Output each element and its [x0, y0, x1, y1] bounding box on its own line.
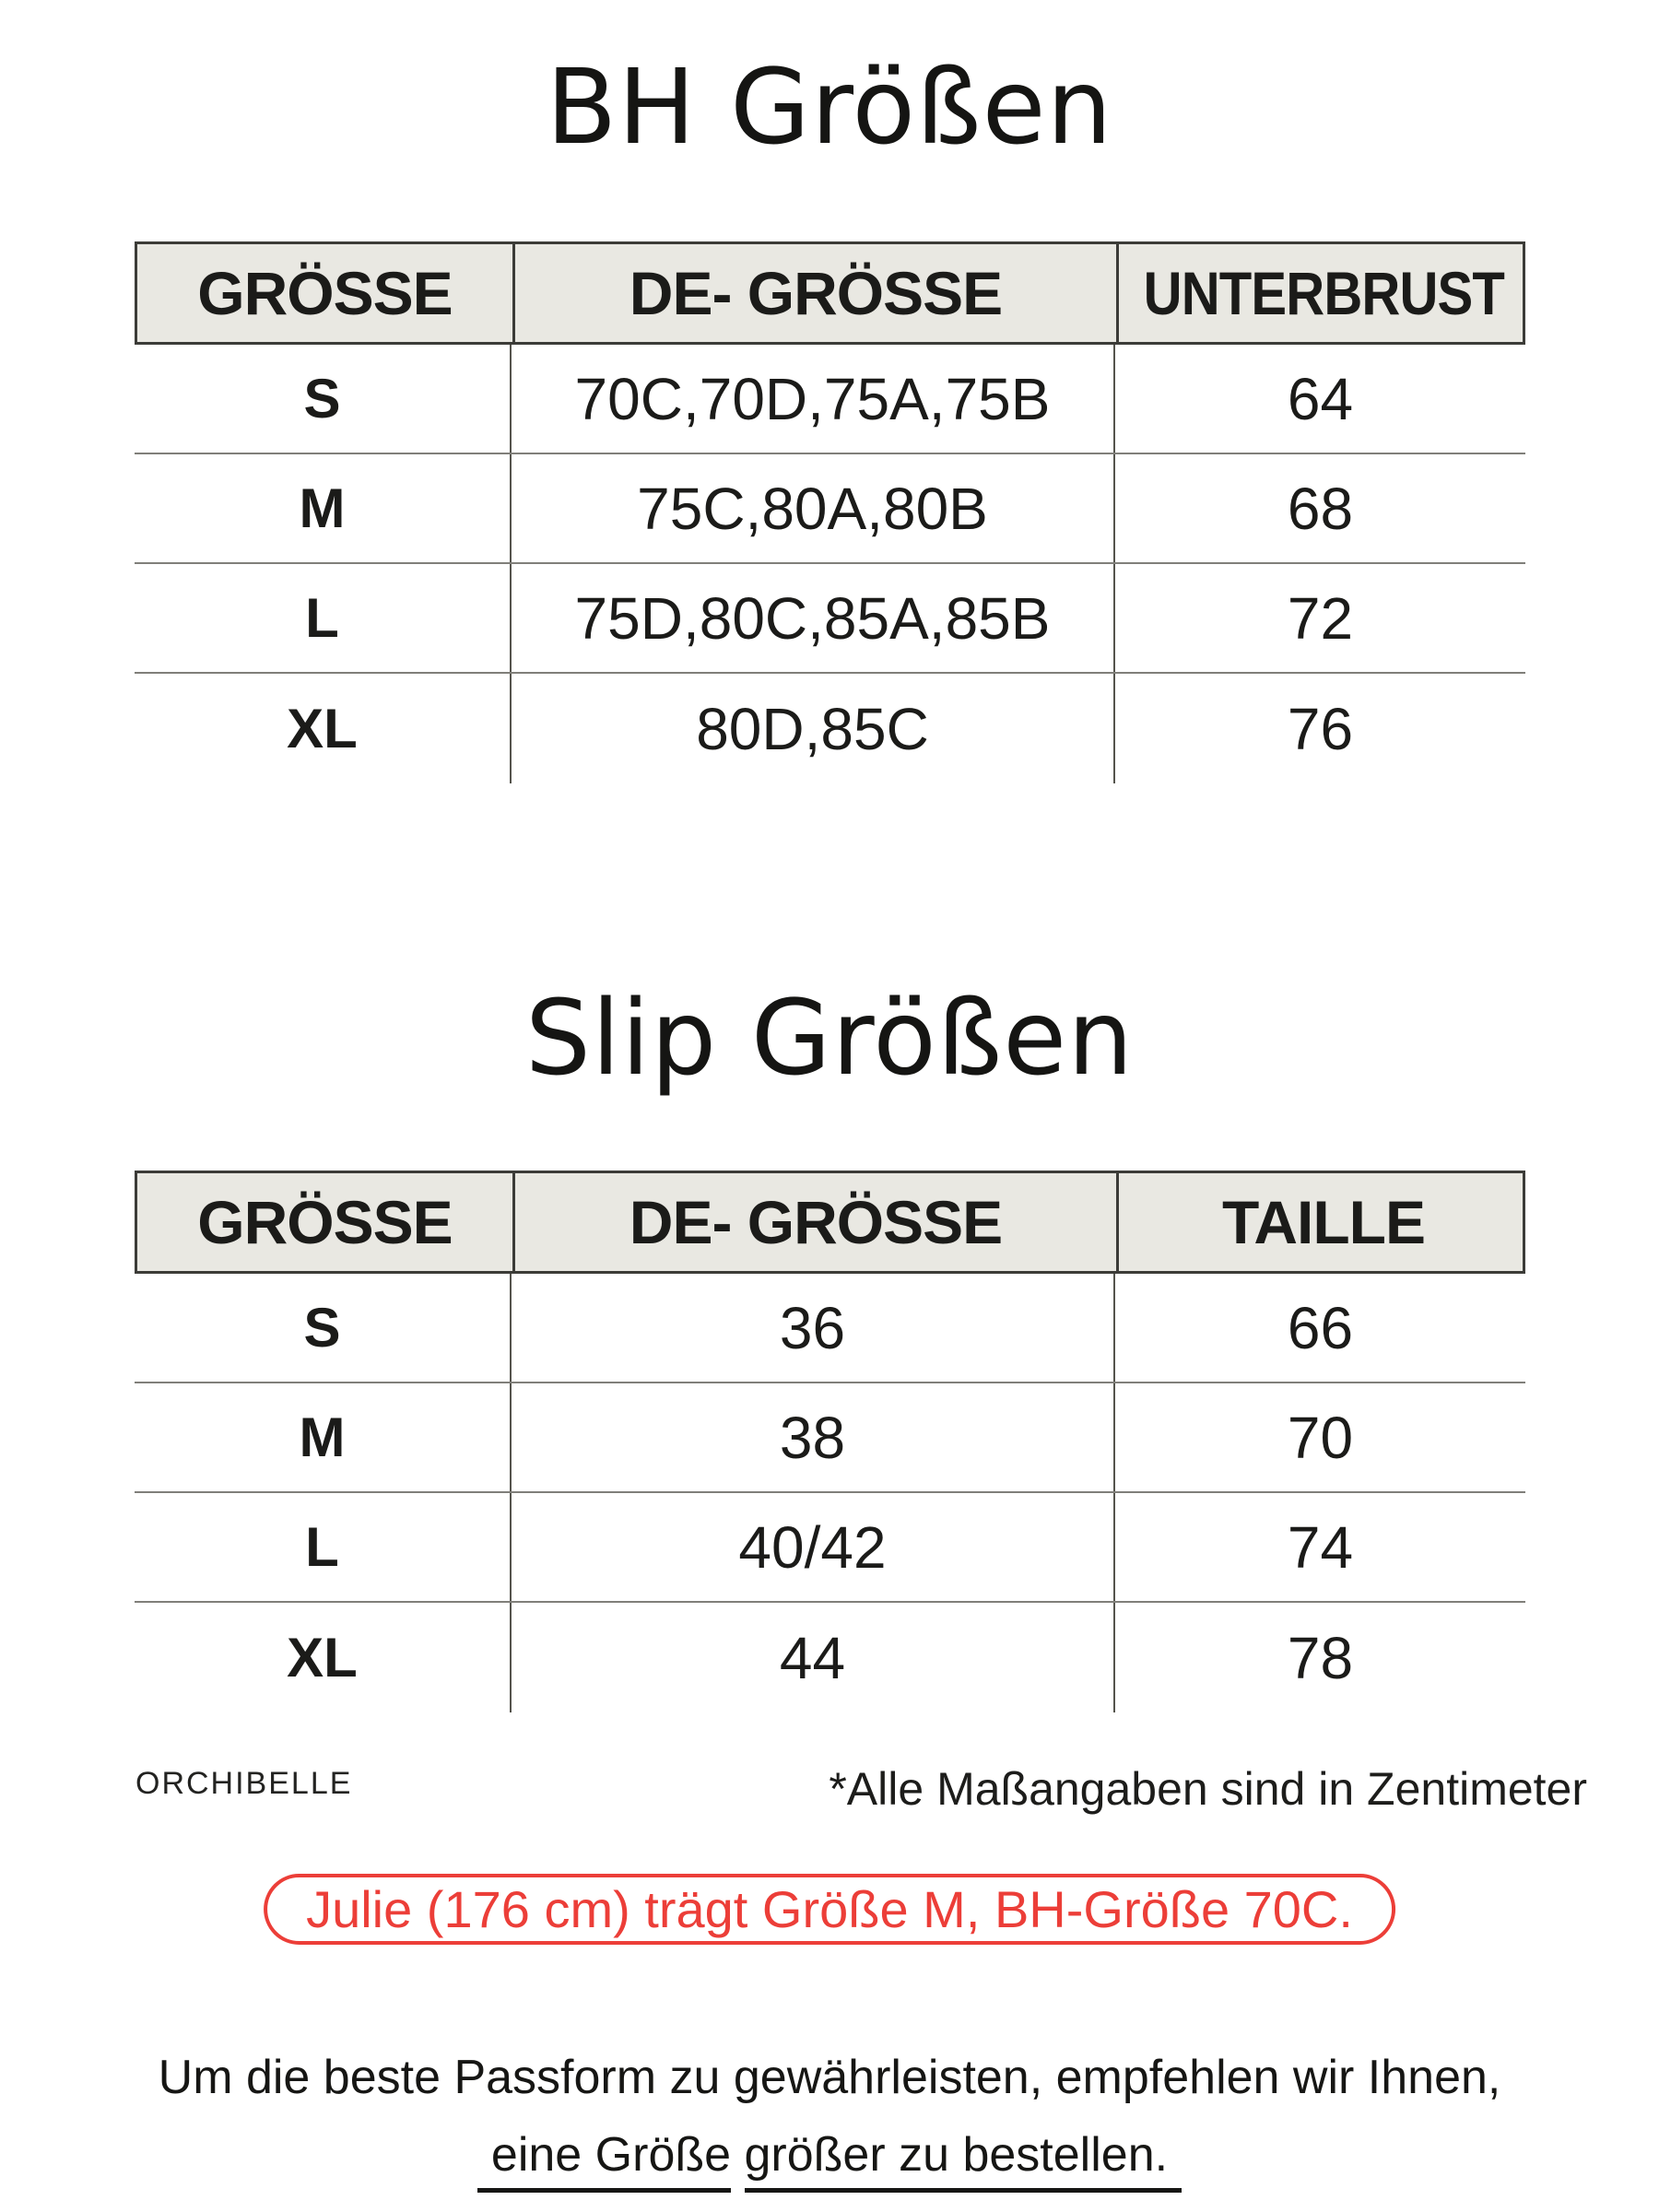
- underbust-cell: 76: [1113, 674, 1525, 783]
- bra-sizes-title: BH Größen: [546, 48, 1113, 168]
- de-size-cell: 38: [510, 1383, 1113, 1491]
- size-cell: S: [303, 1297, 341, 1359]
- size-cell: L: [305, 1516, 339, 1578]
- de-size-cell: 80D,85C: [510, 674, 1113, 783]
- table-row: S 70C,70D,75A,75B 64: [135, 345, 1525, 454]
- bra-header-unterbrust-label: UNTERBRUST: [1143, 259, 1504, 327]
- slip-header-taille: TAILLE: [1116, 1173, 1528, 1271]
- table-row: M 75C,80A,80B 68: [135, 454, 1525, 564]
- bra-size-table: GRÖSSE DE- GRÖSSE UNTERBRUST S 70C,70D,7…: [135, 241, 1525, 783]
- waist-cell: 74: [1113, 1493, 1525, 1601]
- slip-size-table: GRÖSSE DE- GRÖSSE TAILLE S 36 66 M 38 70…: [135, 1171, 1525, 1712]
- fit-advice-line1: Um die beste Passform zu gewährleisten, …: [158, 2051, 1501, 2104]
- brand-name: ORCHIBELLE: [135, 1766, 353, 1801]
- size-cell: S: [303, 368, 341, 429]
- underbust-cell: 68: [1113, 454, 1525, 562]
- table-row: S 36 66: [135, 1274, 1525, 1383]
- underbust-cell: 72: [1113, 564, 1525, 672]
- slip-table-header-row: GRÖSSE DE- GRÖSSE TAILLE: [135, 1171, 1525, 1274]
- table-row: XL 80D,85C 76: [135, 674, 1525, 783]
- fit-advice: Um die beste Passform zu gewährleisten, …: [0, 2039, 1659, 2194]
- table-row: M 38 70: [135, 1383, 1525, 1493]
- slip-header-de-groesse: DE- GRÖSSE: [512, 1173, 1116, 1271]
- bra-header-groesse: GRÖSSE: [197, 259, 453, 327]
- table-row: L 75D,80C,85A,85B 72: [135, 564, 1525, 674]
- size-cell: XL: [287, 698, 358, 759]
- de-size-cell: 70C,70D,75A,75B: [510, 345, 1113, 453]
- de-size-cell: 36: [510, 1274, 1113, 1382]
- de-size-cell: 75C,80A,80B: [510, 454, 1113, 562]
- table-row: XL 44 78: [135, 1603, 1525, 1712]
- size-cell: XL: [287, 1627, 358, 1688]
- waist-cell: 78: [1113, 1603, 1525, 1712]
- size-cell: M: [299, 477, 346, 539]
- waist-cell: 66: [1113, 1274, 1525, 1382]
- bra-header-unterbrust: UNTERBRUST: [1116, 244, 1528, 342]
- slip-header-groesse: GRÖSSE: [197, 1188, 453, 1256]
- de-size-cell: 75D,80C,85A,85B: [510, 564, 1113, 672]
- de-size-cell: 44: [510, 1603, 1113, 1712]
- bra-header-de-groesse: DE- GRÖSSE: [512, 244, 1116, 342]
- model-size-badge: Julie (176 cm) trägt Größe M, BH-Größe 7…: [264, 1874, 1395, 1945]
- bra-table-header-row: GRÖSSE DE- GRÖSSE UNTERBRUST: [135, 241, 1525, 345]
- size-cell: L: [305, 587, 339, 649]
- bra-table-body: S 70C,70D,75A,75B 64 M 75C,80A,80B 68 L …: [135, 345, 1525, 783]
- size-cell: M: [299, 1406, 346, 1468]
- measurement-unit-note: *Alle Maßangaben sind in Zentimeter: [829, 1763, 1587, 1815]
- slip-table-body: S 36 66 M 38 70 L 40/42 74 XL 44 78: [135, 1274, 1525, 1712]
- model-size-text: Julie (176 cm) trägt Größe M, BH-Größe 7…: [306, 1880, 1353, 1938]
- table-row: L 40/42 74: [135, 1493, 1525, 1603]
- underbust-cell: 64: [1113, 345, 1525, 453]
- slip-sizes-title: Slip Größen: [524, 979, 1135, 1099]
- fit-advice-line2-underlined-1: eine Größe: [477, 2128, 732, 2194]
- de-size-cell: 40/42: [510, 1493, 1113, 1601]
- fit-advice-line2-underlined-2: größer zu bestellen.: [744, 2128, 1182, 2194]
- waist-cell: 70: [1113, 1383, 1525, 1491]
